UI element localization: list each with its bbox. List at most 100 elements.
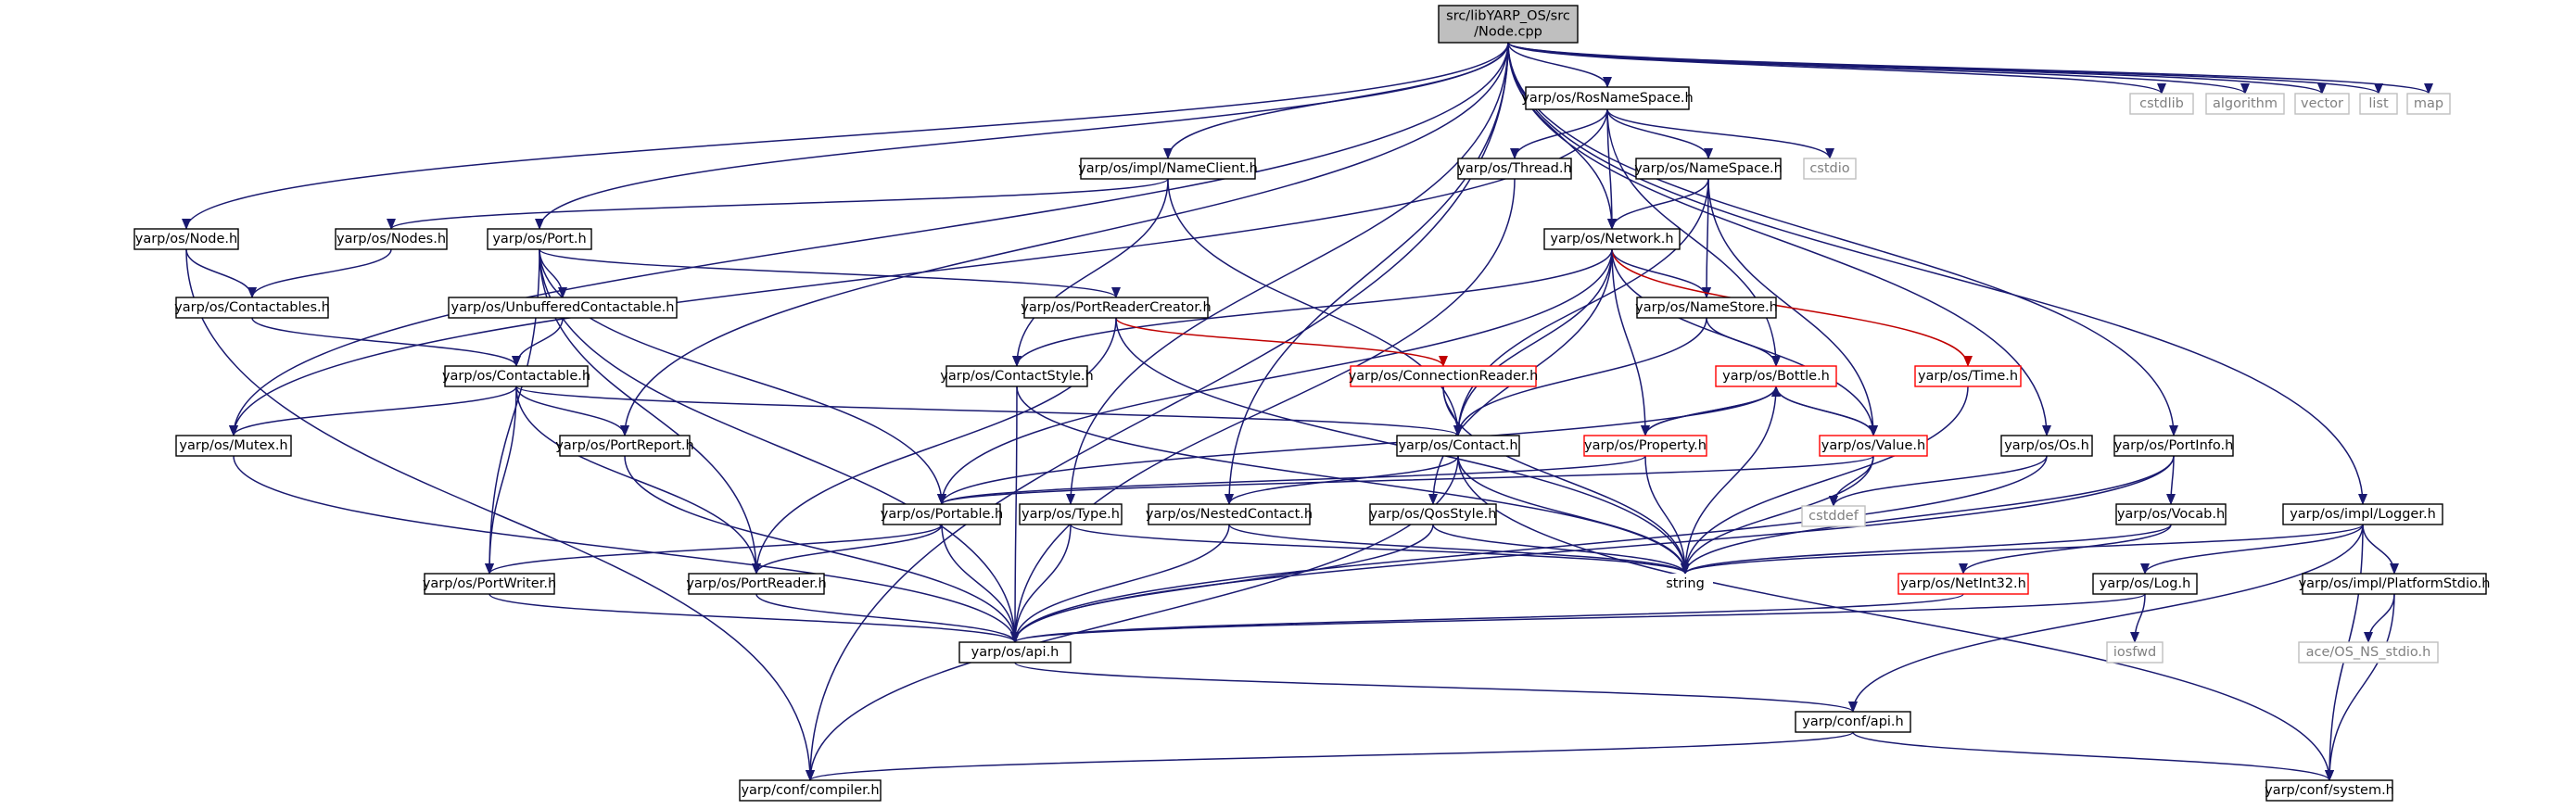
include-edge-nameclient-to-contactstyle <box>1012 178 1169 367</box>
include-edge-root-to-vector <box>1507 42 2327 95</box>
node-label: yarp/os/Nodes.h <box>336 232 446 246</box>
node-box <box>1543 228 1681 250</box>
node-api[interactable]: yarp/os/api.h <box>958 641 1072 664</box>
node-unbuffered[interactable]: yarp/os/UnbufferedContactable.h <box>448 297 678 319</box>
node-rosnamespace[interactable]: yarp/os/RosNameSpace.h <box>1521 86 1694 110</box>
node-label: yarp/os/Value.h <box>1821 438 1925 453</box>
node-label: yarp/os/Time.h <box>1918 369 2018 384</box>
include-edge-network-to-contact <box>1453 248 1613 436</box>
node-box <box>1457 158 1572 180</box>
include-edge-node-to-contactables <box>185 248 257 298</box>
node-type[interactable]: yarp/os/Type.h <box>1019 503 1123 525</box>
node-thread[interactable]: yarp/os/Thread.h <box>1457 158 1572 180</box>
node-contact[interactable]: yarp/os/Contact.h <box>1396 435 1520 457</box>
node-contactable[interactable]: yarp/os/Contactable.h <box>442 365 590 387</box>
node-property[interactable]: yarp/os/Property.h <box>1583 435 1707 457</box>
include-edge-platformstdio-to-system <box>2325 593 2395 781</box>
node-box <box>133 228 239 250</box>
include-edge-api-to-confapi <box>1014 662 1858 713</box>
node-portinfo[interactable]: yarp/os/PortInfo.h <box>2113 435 2234 457</box>
node-box <box>2092 573 2198 595</box>
node-nameclient[interactable]: yarp/os/impl/NameClient.h <box>1078 158 1258 180</box>
node-label: string <box>1666 576 1705 591</box>
node-map: map <box>2406 93 2451 115</box>
node-label: yarp/os/PortReport.h <box>555 438 693 453</box>
node-box <box>1715 365 1837 387</box>
node-portreport[interactable]: yarp/os/PortReport.h <box>555 435 694 457</box>
node-confapi[interactable]: yarp/conf/api.h <box>1795 711 1911 733</box>
node-netint32[interactable]: yarp/os/NetInt32.h <box>1897 573 2029 595</box>
node-list: list <box>2359 93 2398 115</box>
include-edge-contactable-to-portreport <box>515 386 629 436</box>
node-label: yarp/os/ContactStyle.h <box>940 369 1093 384</box>
include-edge-root-to-nestedcontact <box>1225 42 1509 505</box>
node-log[interactable]: yarp/os/Log.h <box>2092 573 2198 595</box>
node-label: yarp/os/PortWriter.h <box>423 576 556 591</box>
node-portable[interactable]: yarp/os/Portable.h <box>881 503 1003 525</box>
include-edge-port-to-api <box>539 248 1020 643</box>
node-platformstdio[interactable]: yarp/os/impl/PlatformStdio.h <box>2299 573 2491 595</box>
include-edge-mutex-to-api <box>233 455 1020 643</box>
include-edge-os-to-api <box>1010 455 2048 643</box>
node-label: yarp/os/ConnectionReader.h <box>1349 369 1539 384</box>
node-box <box>739 779 882 802</box>
node-portreadercreator[interactable]: yarp/os/PortReaderCreator.h <box>1021 297 1212 319</box>
node-logger[interactable]: yarp/os/impl/Logger.h <box>2282 503 2443 525</box>
node-os[interactable]: yarp/os/Os.h <box>2000 435 2093 457</box>
include-edge-contact-to-string <box>1457 455 1690 575</box>
node-box <box>1350 365 1537 387</box>
include-edge-portable-to-portwriter <box>485 524 943 575</box>
include-edge-contactstyle-to-api <box>1010 386 1021 643</box>
node-box <box>1148 503 1311 525</box>
node-box <box>1583 435 1707 457</box>
node-nodes[interactable]: yarp/os/Nodes.h <box>335 228 448 250</box>
node-bottle[interactable]: yarp/os/Bottle.h <box>1715 365 1837 387</box>
node-box <box>958 641 1072 664</box>
node-contactables[interactable]: yarp/os/Contactables.h <box>174 297 330 319</box>
include-edge-portreadercreator-to-connectionreader <box>1115 317 1448 367</box>
include-edge-network-to-portable <box>937 248 1613 505</box>
include-edge-log-to-api <box>1010 593 2146 643</box>
node-box <box>1080 158 1256 180</box>
node-connectionreader[interactable]: yarp/os/ConnectionReader.h <box>1349 365 1539 387</box>
node-contactstyle[interactable]: yarp/os/ContactStyle.h <box>940 365 1094 387</box>
node-vocab[interactable]: yarp/os/Vocab.h <box>2115 503 2227 525</box>
node-system[interactable]: yarp/conf/system.h <box>2265 779 2394 802</box>
node-box <box>2113 435 2234 457</box>
node-box <box>945 365 1088 387</box>
node-label: yarp/os/NestedContact.h <box>1146 507 1313 522</box>
include-edge-contactable-to-contact <box>515 386 1463 436</box>
node-value[interactable]: yarp/os/Value.h <box>1819 435 1928 457</box>
include-edge-unbuffered-to-contactable <box>512 317 564 367</box>
node-box <box>1801 505 1866 527</box>
node-nestedcontact[interactable]: yarp/os/NestedContact.h <box>1146 503 1313 525</box>
node-network[interactable]: yarp/os/Network.h <box>1543 228 1681 250</box>
node-port[interactable]: yarp/os/Port.h <box>487 228 592 250</box>
include-edge-rosnamespace-to-network <box>1606 108 1617 230</box>
node-namespace[interactable]: yarp/os/NameSpace.h <box>1634 158 1783 180</box>
node-portwriter[interactable]: yarp/os/PortWriter.h <box>423 573 556 595</box>
include-edge-root-to-port <box>535 42 1509 230</box>
include-edge-logger-to-log <box>2140 524 2364 575</box>
node-label: yarp/os/NameStore.h <box>1635 300 1778 315</box>
include-edge-network-to-contactstyle <box>1012 248 1613 367</box>
include-edge-rosnamespace-to-namespace <box>1606 108 1713 159</box>
node-time[interactable]: yarp/os/Time.h <box>1914 365 2022 387</box>
node-mutex[interactable]: yarp/os/Mutex.h <box>175 435 292 457</box>
node-root[interactable]: src/libYARP_OS/src/Node.cpp <box>1438 5 1579 44</box>
node-namestore[interactable]: yarp/os/NameStore.h <box>1635 297 1778 319</box>
include-edge-nodes-to-contactables <box>247 248 392 298</box>
node-qosstyle[interactable]: yarp/os/QosStyle.h <box>1369 503 1497 525</box>
include-edge-type-to-string <box>1070 524 1690 575</box>
node-label: yarp/os/Contactable.h <box>442 369 590 384</box>
node-portreader[interactable]: yarp/os/PortReader.h <box>686 573 827 595</box>
node-compiler[interactable]: yarp/conf/compiler.h <box>739 779 882 802</box>
node-string: string <box>1657 574 1713 594</box>
include-edge-namestore-to-contact <box>1453 317 1707 436</box>
include-edge-nestedcontact-to-api <box>1010 524 1230 643</box>
include-edge-root-to-list <box>1507 42 2383 95</box>
include-edge-root-to-portreport <box>620 42 1509 436</box>
node-label: src/libYARP_OS/src <box>1446 9 1570 24</box>
node-node[interactable]: yarp/os/Node.h <box>133 228 239 250</box>
